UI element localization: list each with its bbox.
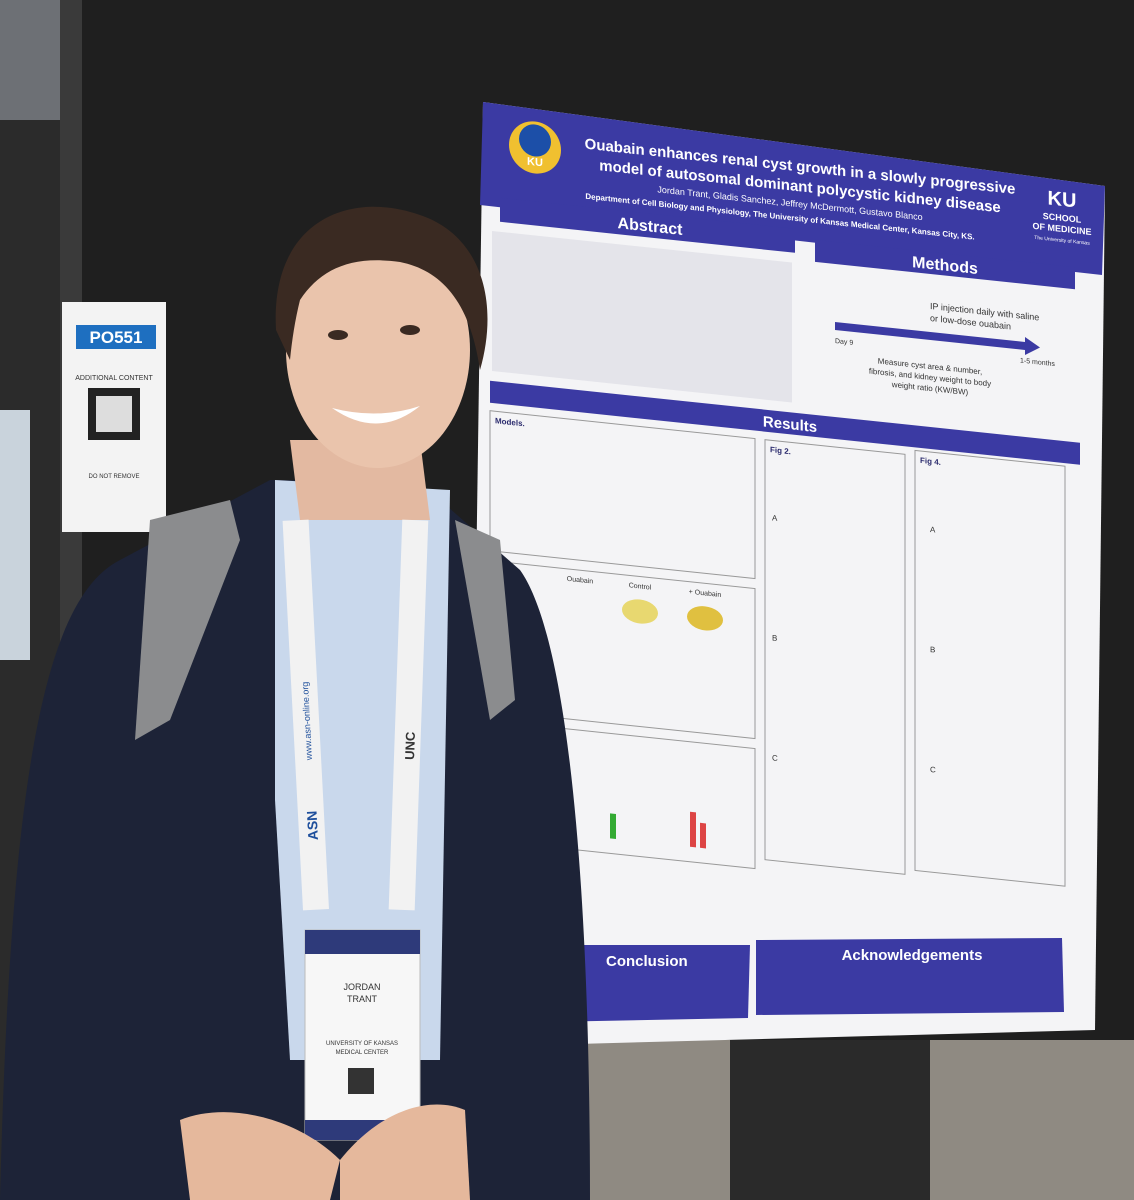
sign-code: PO551 bbox=[90, 328, 143, 347]
bar-sketch bbox=[700, 822, 706, 849]
panel-letter: B bbox=[930, 645, 935, 655]
results-heading: Results bbox=[763, 413, 817, 436]
models-panel bbox=[489, 410, 756, 580]
badge-header bbox=[305, 930, 420, 954]
timeline-end: 1-5 months bbox=[1020, 357, 1055, 368]
acknowledgements-box bbox=[756, 938, 1064, 1015]
conclusion-box bbox=[540, 945, 750, 1022]
fig4-label: Fig 4. bbox=[920, 456, 941, 467]
lanyard-logo: ASN bbox=[303, 810, 321, 840]
fig4-panel bbox=[914, 449, 1066, 887]
badge-institution: MEDICAL CENTER bbox=[336, 1050, 389, 1056]
models-label: Models. bbox=[495, 416, 525, 428]
badge-name: TRANT bbox=[347, 994, 377, 1004]
hair bbox=[275, 206, 488, 370]
smile bbox=[332, 406, 420, 424]
conclusion-heading: Conclusion bbox=[606, 953, 688, 970]
badge-qr bbox=[348, 1068, 374, 1094]
eye bbox=[400, 325, 420, 335]
lanyard-school: UNC bbox=[402, 731, 418, 760]
sign-notice: DO NOT REMOVE bbox=[89, 474, 140, 480]
image-label: Ouabain bbox=[567, 576, 593, 586]
badge bbox=[304, 929, 421, 1141]
mascot-label: KU bbox=[527, 156, 543, 170]
fig2-panel bbox=[764, 439, 906, 875]
backpack-strap bbox=[135, 500, 240, 740]
methods-bar bbox=[815, 239, 1075, 290]
timeline-start: Day 9 bbox=[835, 338, 853, 347]
abstract-text-block bbox=[492, 230, 792, 403]
lanyard-strap bbox=[388, 519, 429, 911]
sign-code-bg bbox=[76, 325, 156, 349]
hand bbox=[340, 1104, 470, 1200]
fig2-label: Fig 2. bbox=[770, 445, 791, 456]
bystander bbox=[0, 410, 30, 660]
acknowledgements-heading: Acknowledgements bbox=[842, 947, 983, 964]
hand bbox=[180, 1112, 340, 1200]
abstract-bar bbox=[500, 197, 795, 253]
kidney-image bbox=[622, 599, 658, 624]
bar-sketch bbox=[690, 811, 696, 848]
panel-letter: C bbox=[772, 753, 778, 763]
mascot-head bbox=[519, 124, 551, 157]
eye bbox=[328, 330, 348, 340]
badge-name: JORDAN bbox=[343, 982, 380, 992]
panel-letter: A bbox=[930, 525, 936, 535]
qr-code-inner bbox=[96, 396, 132, 432]
face bbox=[286, 232, 470, 468]
panel-letter: C bbox=[930, 765, 936, 775]
image-label: + Ouabain bbox=[689, 589, 722, 599]
ku-school: SCHOOL bbox=[1043, 211, 1082, 225]
timeline-arrowhead bbox=[1025, 336, 1040, 355]
badge-institution: UNIVERSITY OF KANSAS bbox=[326, 1041, 398, 1047]
sign-label: ADDITIONAL CONTENT bbox=[75, 375, 153, 382]
panel-letter: B bbox=[772, 633, 777, 643]
lanyard-url: www.asn-online.org bbox=[300, 681, 314, 761]
ku-university: The University of Kansas bbox=[1034, 235, 1090, 247]
bag bbox=[730, 1040, 930, 1200]
poster-header bbox=[480, 102, 1105, 275]
panel-letter: A bbox=[772, 513, 778, 523]
lanyard-strap bbox=[282, 519, 329, 911]
results-bar bbox=[490, 380, 1080, 465]
backpack-strap bbox=[455, 520, 515, 720]
image-label: Control bbox=[629, 582, 652, 591]
bar-sketch bbox=[610, 813, 616, 839]
ku-logo: KU bbox=[1048, 187, 1077, 212]
kidney-image bbox=[687, 606, 723, 631]
timeline-arrow bbox=[835, 321, 1025, 350]
